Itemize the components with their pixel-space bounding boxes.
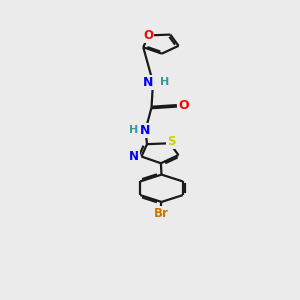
Text: Br: Br (154, 207, 169, 220)
Text: N: N (142, 76, 153, 89)
Text: N: N (140, 124, 151, 136)
Text: N: N (129, 150, 139, 163)
Text: S: S (167, 135, 176, 148)
Text: H: H (160, 77, 169, 87)
Text: O: O (143, 29, 154, 42)
Text: H: H (130, 125, 139, 135)
Text: O: O (178, 99, 189, 112)
